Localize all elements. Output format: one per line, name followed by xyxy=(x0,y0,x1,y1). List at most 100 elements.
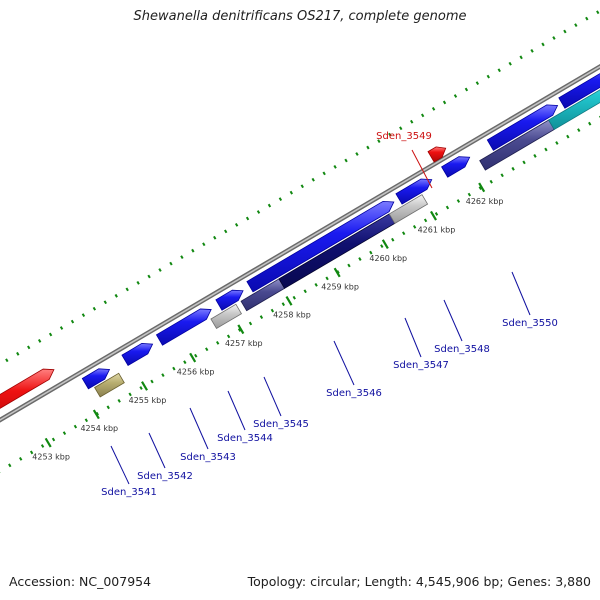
tick-mark-minor xyxy=(259,315,264,319)
gene-arrow xyxy=(121,343,154,367)
tick-mark-minor xyxy=(555,141,559,145)
gene-label: Sden_3548 xyxy=(434,344,490,355)
tick-mark-minor xyxy=(103,300,107,305)
gene-label: Sden_3544 xyxy=(217,433,273,444)
tick-mark-minor xyxy=(478,186,482,191)
gene-label: Sden_3545 xyxy=(253,419,309,430)
tick-mark-minor xyxy=(267,203,272,208)
tick-mark-minor xyxy=(497,68,501,73)
tick-mark-minor xyxy=(412,224,417,229)
tick-mark-minor xyxy=(475,81,480,85)
tick-mark-minor xyxy=(5,358,9,363)
tick-mark-minor xyxy=(27,345,31,350)
gene-arrow xyxy=(441,156,471,178)
tick-mark-minor xyxy=(522,160,526,165)
tick-mark-minor xyxy=(420,113,425,118)
tick-mark-minor xyxy=(256,210,261,214)
tick-mark-minor xyxy=(303,289,307,294)
tick-mark-minor xyxy=(574,23,578,27)
gene-label: Sden_3549 xyxy=(376,131,432,142)
tick-mark-minor xyxy=(533,154,537,158)
tick-mark-minor xyxy=(70,319,75,324)
tick-label: 4254 kbp xyxy=(80,424,118,433)
tick-mark-minor xyxy=(344,158,348,163)
tick-mark-minor xyxy=(300,184,304,189)
gene-arrow xyxy=(395,178,433,205)
tick-mark-minor xyxy=(16,351,20,356)
tick-mark-minor xyxy=(128,392,132,397)
gene-leader-line xyxy=(189,407,209,450)
tick-mark-minor xyxy=(158,268,162,272)
tick-mark-major xyxy=(478,182,486,193)
gene-leader-line xyxy=(333,340,355,386)
tick-mark-minor xyxy=(215,340,220,345)
tick-mark-minor xyxy=(289,190,294,195)
map-title: Shewanella denitrificans OS217, complete… xyxy=(133,9,467,24)
gene-leader-line xyxy=(227,390,246,431)
tick-mark-minor xyxy=(180,255,184,260)
tick-mark-minor xyxy=(292,295,296,300)
tick-label: 4259 kbp xyxy=(321,282,359,291)
gene-label: Sden_3550 xyxy=(502,318,558,329)
tick-mark-minor xyxy=(500,173,504,178)
tick-mark-minor xyxy=(205,347,209,352)
gene-leader-line xyxy=(110,445,130,485)
gene-label: Sden_3546 xyxy=(326,388,382,399)
gene-label: Sden_3541 xyxy=(101,487,157,498)
tick-mark-minor xyxy=(519,55,523,60)
tick-mark-minor xyxy=(245,216,250,221)
gene-label: Sden_3547 xyxy=(393,360,449,371)
tick-mark-minor xyxy=(234,223,239,227)
tick-mark-minor xyxy=(147,274,151,279)
tick-mark-minor xyxy=(202,242,206,247)
tick-label: 4260 kbp xyxy=(369,254,407,263)
tick-mark-minor xyxy=(191,248,195,253)
tick-mark-minor xyxy=(114,293,118,298)
tick-mark-minor xyxy=(410,119,414,124)
genome-backbone-highlight xyxy=(0,65,600,421)
cds-block xyxy=(388,194,429,224)
tick-mark-minor xyxy=(486,74,490,79)
tick-mark-major xyxy=(430,210,437,221)
tick-mark-minor xyxy=(172,366,176,371)
tick-mark-minor xyxy=(431,106,436,111)
tick-mark-minor xyxy=(347,263,351,268)
gene-arrow xyxy=(246,200,395,293)
gene-label: Sden_3543 xyxy=(180,452,236,463)
tick-label: 4257 kbp xyxy=(225,339,263,348)
tick-mark-minor xyxy=(29,450,34,455)
tick-mark-minor xyxy=(445,205,450,210)
tick-mark-major xyxy=(141,381,148,391)
tick-mark-minor xyxy=(278,197,283,202)
accession-text: Accession: NC_007954 xyxy=(9,574,152,589)
tick-mark-major xyxy=(44,437,52,448)
tick-mark-minor xyxy=(84,418,89,423)
tick-mark-minor xyxy=(237,328,242,332)
gene-leader-line xyxy=(148,432,166,469)
tick-mark-minor xyxy=(552,36,556,40)
tick-mark-minor xyxy=(183,360,187,365)
tick-mark-major xyxy=(333,267,341,278)
tick-mark-minor xyxy=(62,431,67,435)
tick-mark-minor xyxy=(369,250,373,255)
tick-mark-major xyxy=(285,295,293,306)
tick-mark-minor xyxy=(136,281,140,285)
tick-mark-minor xyxy=(453,94,458,98)
tick-mark-minor xyxy=(464,87,469,92)
tick-mark-minor xyxy=(566,134,570,139)
tick-mark-minor xyxy=(270,308,275,313)
tick-label: 4258 kbp xyxy=(273,311,311,320)
tick-mark-minor xyxy=(248,321,253,326)
tick-mark-minor xyxy=(150,379,154,384)
cds-block xyxy=(548,89,600,131)
cds-block xyxy=(94,372,125,398)
tick-mark-minor xyxy=(530,48,534,53)
gene-arrow xyxy=(215,289,244,311)
tick-mark-minor xyxy=(402,231,406,236)
tick-mark-minor xyxy=(456,199,461,203)
tick-mark-minor xyxy=(224,229,228,234)
tick-mark-minor xyxy=(423,218,428,223)
tick-mark-minor xyxy=(544,147,548,152)
